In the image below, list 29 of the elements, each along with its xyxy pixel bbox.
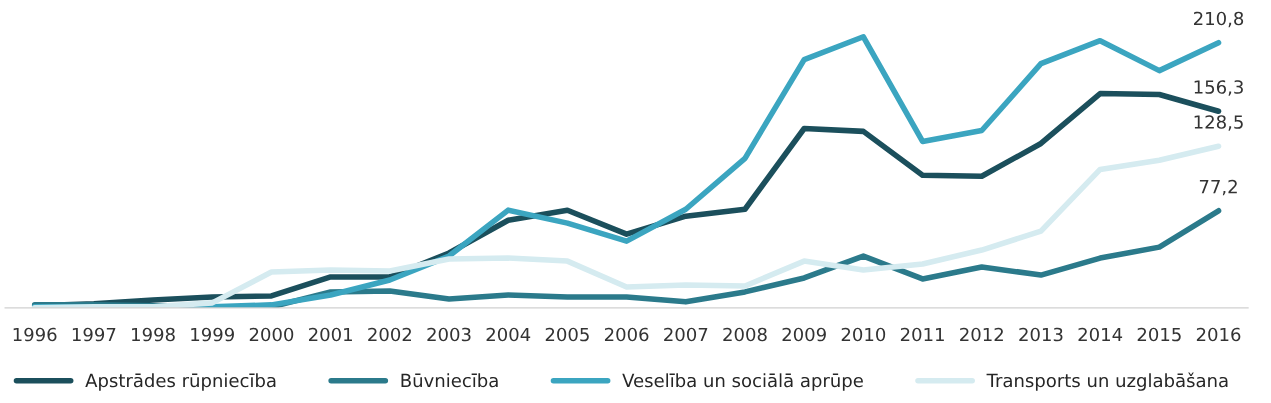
- legend-label: Būvniecība: [401, 373, 498, 388]
- x-tick-label: 2012: [960, 327, 1003, 342]
- x-tick-label: 2000: [249, 327, 294, 342]
- legend-label: Veselība un sociālā aprūpe: [622, 373, 863, 391]
- x-tick-label: 2008: [723, 327, 767, 342]
- x-tick-label: 2010: [841, 327, 886, 342]
- legend-label: Transports un uzglabāšana: [986, 372, 1228, 391]
- x-tick-label: 2011: [900, 327, 944, 342]
- legend-label: Apstrādes rūpniecība: [85, 373, 276, 391]
- x-tick-label: 1997: [72, 327, 116, 342]
- data-label: 77,2: [1199, 179, 1237, 196]
- data-label: 156,3: [1194, 80, 1243, 96]
- x-tick-label: 2001: [308, 327, 352, 342]
- x-tick-label: 2005: [545, 327, 589, 342]
- data-label: 210,8: [1194, 11, 1244, 28]
- x-tick-label: 1999: [191, 327, 234, 342]
- x-tick-label: 2003: [427, 327, 471, 342]
- data-label: 128,5: [1194, 115, 1243, 131]
- x-tick-label: 1998: [132, 327, 175, 342]
- x-tick-label: 2009: [782, 327, 826, 342]
- x-tick-label: 1996: [13, 327, 57, 342]
- x-tick-label: 2007: [664, 327, 708, 342]
- x-tick-label: 2015: [1137, 327, 1181, 342]
- x-tick-label: 2013: [1019, 327, 1063, 342]
- x-tick-label: 2016: [1196, 327, 1241, 342]
- x-tick-label: 2004: [486, 327, 531, 342]
- x-tick-label: 2014: [1078, 327, 1123, 342]
- x-tick-label: 2006: [604, 327, 649, 342]
- x-tick-label: 2002: [368, 327, 411, 342]
